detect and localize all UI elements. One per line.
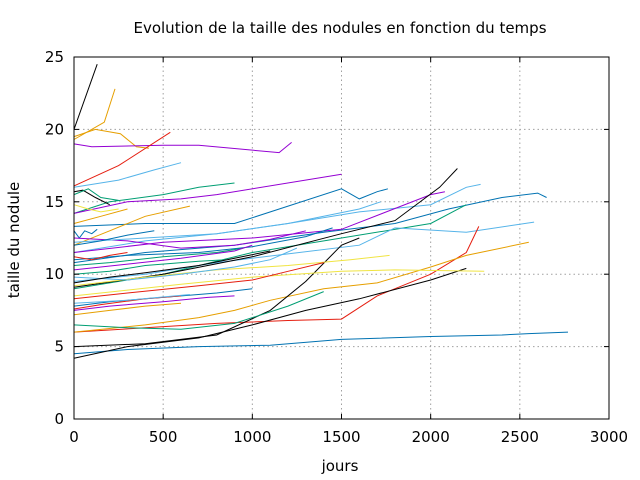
series-line-13 [73, 183, 481, 253]
y-tick-label: 5 [54, 338, 64, 356]
series-line-42 [73, 208, 128, 224]
series-line-40 [73, 252, 128, 261]
series-line-10 [73, 205, 191, 246]
y-tick-label: 25 [45, 48, 64, 66]
series-line-21 [73, 331, 569, 355]
series-line-24 [73, 269, 485, 297]
series-line-22 [73, 267, 467, 359]
y-tick-label: 15 [45, 193, 64, 211]
series-line-5 [73, 131, 171, 187]
series-line-3 [73, 128, 149, 149]
series-line-4 [73, 142, 292, 154]
series-line-32 [73, 247, 298, 281]
series-line-28 [73, 201, 381, 243]
y-tick-label: 20 [45, 120, 64, 138]
series-line-31 [73, 247, 244, 266]
series-line-45 [73, 250, 271, 284]
series-line-44 [73, 244, 253, 271]
series-line-7 [73, 182, 235, 214]
series-line-11 [73, 189, 110, 206]
series-line-30 [73, 262, 324, 300]
x-tick-label: 500 [149, 428, 178, 446]
series-line-23 [73, 237, 360, 348]
y-tick-label: 10 [45, 265, 64, 283]
axis-ticks: 0 500 1000 1500 2000 2500 3000 0 5 10 15 20 25 [45, 48, 628, 446]
series-line-39 [73, 230, 155, 246]
series-line-34 [73, 295, 235, 311]
series-lines [73, 64, 569, 359]
x-tick-label: 2500 [501, 428, 539, 446]
series-line-27 [73, 230, 306, 249]
x-tick-label: 0 [69, 428, 79, 446]
series-line-14 [73, 192, 547, 264]
series-line-6 [73, 162, 182, 188]
series-line-41 [73, 204, 119, 213]
series-line-18 [73, 168, 458, 288]
x-axis-title: jours [321, 457, 359, 475]
series-line-25 [73, 254, 390, 287]
series-line-29 [73, 227, 333, 261]
series-line-12 [73, 188, 119, 201]
series-line-17 [73, 221, 535, 282]
series-line-43 [73, 259, 226, 275]
series-line-37 [73, 294, 190, 304]
series-line-26 [73, 228, 98, 239]
series-line-8 [73, 173, 342, 214]
series-line-20 [73, 241, 529, 333]
y-tick-label: 0 [54, 410, 64, 428]
series-line-38 [73, 302, 182, 316]
x-tick-label: 1000 [233, 428, 271, 446]
x-tick-label: 1500 [322, 428, 360, 446]
series-line-35 [73, 291, 324, 330]
series-line-1 [73, 64, 98, 130]
chart-title: Evolution de la taille des nodules en fo… [133, 19, 546, 37]
x-tick-label: 3000 [590, 428, 628, 446]
series-line-2 [73, 88, 116, 140]
y-axis-title: taille du nodule [5, 182, 23, 298]
x-tick-label: 2000 [412, 428, 450, 446]
series-line-9 [73, 188, 389, 227]
